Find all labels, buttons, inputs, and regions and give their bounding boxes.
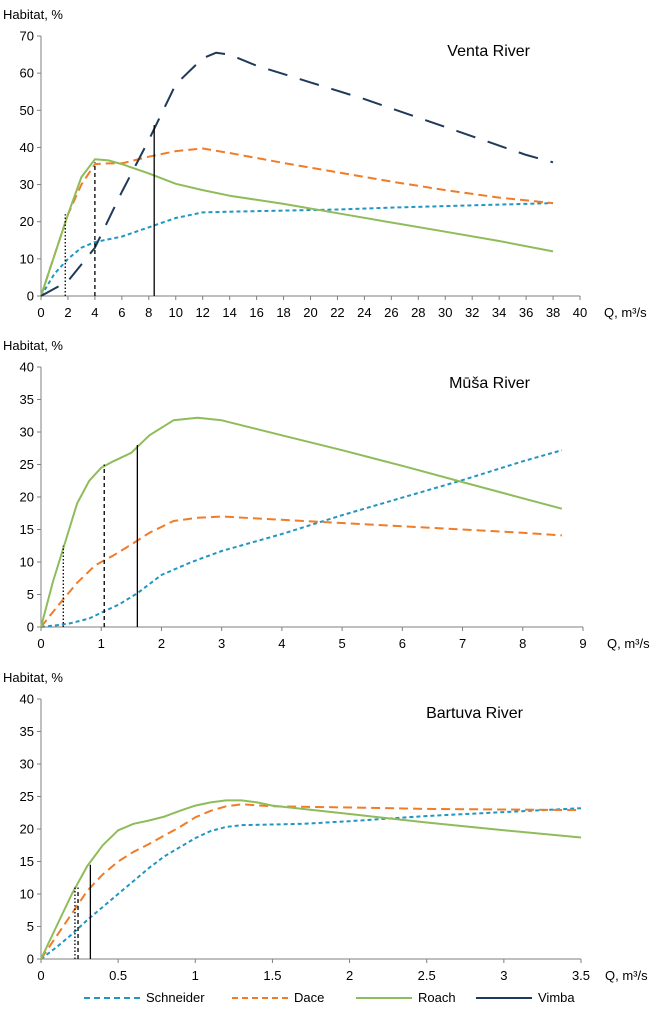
chart3-y-tick-label: 35 <box>20 724 34 739</box>
chart1-y-tick-label: 40 <box>20 140 34 155</box>
chart1-y-tick-label: 0 <box>27 289 34 304</box>
chart2-x-tick-label: 8 <box>519 636 526 651</box>
chart1-x-tick-label: 6 <box>118 305 125 320</box>
chart3-x-tick-label: 2.5 <box>418 968 436 983</box>
chart1-x-tick-label: 32 <box>465 305 479 320</box>
chart3-series-roach <box>40 799 582 960</box>
legend-label-vimba: Vimba <box>538 990 575 1005</box>
chart2-x-tick-label: 0 <box>37 636 44 651</box>
chart2-x-tick-label: 7 <box>459 636 466 651</box>
chart3-y-tick-label: 40 <box>20 692 34 707</box>
chart3-y-tick-label: 15 <box>20 854 34 869</box>
legend-swatch-roach <box>356 997 412 999</box>
chart2-y-tick-label: 15 <box>20 522 34 537</box>
chart2-x-axis-label: Q, m³/s <box>607 636 650 651</box>
chart3-y-tick-label: 30 <box>20 757 34 772</box>
chart2-y-tick-label: 5 <box>27 587 34 602</box>
legend-swatch-dace <box>232 997 288 999</box>
chart1-y-axis-label: Habitat, % <box>3 7 63 22</box>
chart3-y-tick-label: 20 <box>20 822 34 837</box>
chart3-x-tick-label: 2 <box>346 968 353 983</box>
legend-label-dace: Dace <box>294 990 325 1005</box>
chart1-y-tick-label: 20 <box>20 214 34 229</box>
chart1-x-tick-label: 4 <box>91 305 98 320</box>
chart1-x-axis-label: Q, m³/s <box>604 305 647 320</box>
legend-label-roach: Roach <box>418 990 456 1005</box>
chart1-y-tick-label: 30 <box>20 177 34 192</box>
chart3-y-axis-label: Habitat, % <box>3 670 63 685</box>
chart3-x-axis-label: Q, m³/s <box>605 968 648 983</box>
chart2-y-axis-label: Habitat, % <box>3 338 63 353</box>
chart1-series-vimba <box>40 51 554 297</box>
chart1-title: Venta River <box>447 43 530 60</box>
chart3-x-tick-label: 3.5 <box>572 968 590 983</box>
chart1-x-tick-label: 30 <box>438 305 452 320</box>
chart2-y-tick-label: 40 <box>20 360 34 375</box>
chart2-series-roach <box>40 416 563 628</box>
chart1-y-tick-label: 10 <box>20 251 34 266</box>
chart1-x-tick-label: 16 <box>249 305 263 320</box>
chart1-x-tick-label: 14 <box>222 305 236 320</box>
chart3-y-tick-label: 5 <box>27 919 34 934</box>
chart3-x-tick-label: 3 <box>500 968 507 983</box>
chart2-y-tick-label: 25 <box>20 457 34 472</box>
chart2-y-tick-label: 35 <box>20 392 34 407</box>
chart2-y-tick-label: 0 <box>27 620 34 635</box>
chart1-x-tick-label: 0 <box>37 305 44 320</box>
chart1-x-tick-label: 18 <box>276 305 290 320</box>
chart1-y-tick-label: 50 <box>20 103 34 118</box>
chart1-x-tick-label: 28 <box>411 305 425 320</box>
chart2-x-tick-label: 1 <box>98 636 105 651</box>
chart2-y-tick-label: 10 <box>20 555 34 570</box>
chart2-x-tick-label: 9 <box>579 636 586 651</box>
chart2-y-tick-label: 30 <box>20 425 34 440</box>
chart1-x-tick-label: 26 <box>384 305 398 320</box>
chart2-x-tick-label: 3 <box>218 636 225 651</box>
chart1-x-tick-label: 8 <box>145 305 152 320</box>
chart1-series-schneider <box>40 202 554 297</box>
chart1-y-tick-label: 70 <box>20 29 34 44</box>
chart2-series-schneider <box>40 449 563 628</box>
chart1-y-tick-label: 60 <box>20 66 34 81</box>
chart1-x-tick-label: 2 <box>64 305 71 320</box>
chart2-x-tick-label: 2 <box>158 636 165 651</box>
chart1-x-tick-label: 24 <box>357 305 371 320</box>
chart2-x-tick-label: 4 <box>278 636 285 651</box>
chart2-series-dace <box>40 515 562 628</box>
chart3-series-dace <box>40 803 582 960</box>
chart2-title: Mūša River <box>449 375 531 392</box>
chart2-x-tick-label: 6 <box>399 636 406 651</box>
chart1-x-tick-label: 34 <box>492 305 506 320</box>
legend-swatch-schneider <box>84 997 140 999</box>
chart1-x-tick-label: 36 <box>519 305 533 320</box>
chart1-x-tick-label: 10 <box>169 305 183 320</box>
chart1-series-dace <box>40 147 554 297</box>
chart1-x-tick-label: 40 <box>573 305 587 320</box>
legend: Schneider Dace Roach Vimba <box>0 988 654 1008</box>
chart2-y-tick-label: 20 <box>20 490 34 505</box>
chart3-x-tick-label: 0.5 <box>109 968 127 983</box>
chart3-x-tick-label: 1.5 <box>263 968 281 983</box>
chart3-y-tick-label: 25 <box>20 789 34 804</box>
chart1-x-tick-label: 12 <box>195 305 209 320</box>
chart1-x-tick-label: 20 <box>303 305 317 320</box>
chart2-x-tick-label: 5 <box>338 636 345 651</box>
chart3-y-tick-label: 0 <box>27 952 34 967</box>
chart3-y-tick-label: 10 <box>20 887 34 902</box>
chart1-x-tick-label: 22 <box>330 305 344 320</box>
chart3-x-tick-label: 1 <box>192 968 199 983</box>
legend-label-schneider: Schneider <box>146 990 205 1005</box>
chart1-x-tick-label: 38 <box>546 305 560 320</box>
legend-swatch-vimba <box>476 997 532 999</box>
chart3-title: Bartuva River <box>426 705 524 722</box>
chart3-x-tick-label: 0 <box>37 968 44 983</box>
chart1-series-roach <box>40 158 554 297</box>
